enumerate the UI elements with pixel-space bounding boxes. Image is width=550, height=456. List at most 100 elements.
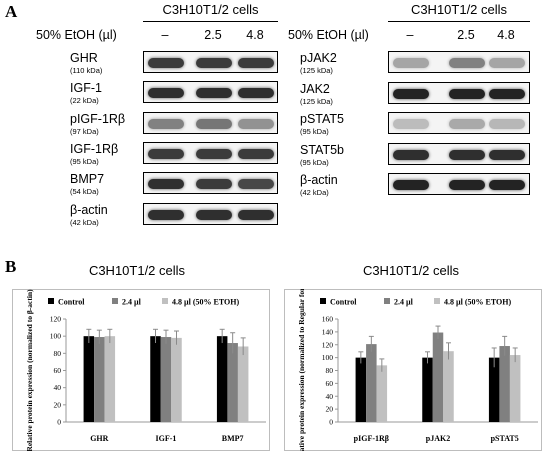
y-tick-label: 60 bbox=[54, 366, 62, 375]
y-tick-label: 40 bbox=[326, 392, 334, 401]
bar bbox=[171, 337, 182, 422]
protein-label: β-actin bbox=[300, 173, 338, 187]
blot-strip bbox=[388, 81, 530, 104]
legend-entry: 4.8 µl (50% ETOH) bbox=[172, 298, 239, 307]
band bbox=[148, 209, 184, 220]
protein-label: pJAK2 bbox=[300, 51, 337, 65]
kda-label: (97 kDa) bbox=[70, 126, 99, 136]
band bbox=[238, 118, 274, 129]
band bbox=[196, 88, 232, 99]
y-tick-label: 0 bbox=[329, 418, 333, 427]
kda-label: (125 kDa) bbox=[300, 66, 333, 75]
x-tick-label: pIGF-1Rβ bbox=[354, 434, 389, 443]
bar bbox=[488, 357, 500, 422]
x-tick-label: IGF-1 bbox=[156, 434, 177, 443]
blot-strip bbox=[388, 173, 530, 195]
y-tick-label: 40 bbox=[54, 383, 62, 392]
band bbox=[393, 149, 429, 160]
y-axis-label: Relative protein expression (normalized … bbox=[297, 289, 306, 451]
band bbox=[238, 58, 274, 68]
blot-strip bbox=[388, 142, 530, 165]
protein-label: IGF-1 bbox=[70, 81, 102, 96]
y-tick-label: 60 bbox=[326, 379, 334, 388]
band bbox=[148, 58, 184, 68]
blot-strip bbox=[143, 202, 278, 225]
kda-label: (95 kDa) bbox=[300, 127, 329, 136]
band bbox=[489, 149, 525, 160]
bar bbox=[499, 346, 510, 422]
kda-label: (42 kDa) bbox=[70, 217, 99, 227]
band bbox=[196, 58, 232, 68]
band bbox=[148, 88, 184, 99]
y-tick-label: 140 bbox=[322, 327, 334, 336]
blot-strip bbox=[143, 172, 278, 195]
band bbox=[449, 58, 485, 68]
bar bbox=[422, 357, 433, 422]
bar bbox=[432, 332, 444, 422]
legend-entry: 4.8 µl (50% ETOH) bbox=[444, 298, 511, 307]
bar bbox=[355, 357, 367, 422]
legend-swatch bbox=[384, 298, 390, 304]
condition-label-0: – bbox=[406, 28, 414, 42]
band bbox=[148, 148, 184, 159]
band bbox=[196, 118, 232, 129]
blot-strip bbox=[143, 141, 278, 164]
blot-strip bbox=[143, 51, 278, 73]
blot-strip bbox=[143, 111, 278, 134]
band bbox=[489, 88, 525, 99]
panel-a-label: A bbox=[5, 2, 18, 21]
legend-entry: 2.4 µl bbox=[122, 298, 142, 307]
kda-label: (54 kDa) bbox=[70, 187, 99, 197]
band bbox=[238, 209, 274, 220]
band bbox=[489, 58, 525, 68]
band bbox=[238, 148, 274, 159]
legend-swatch bbox=[320, 298, 326, 304]
y-tick-label: 120 bbox=[50, 315, 62, 324]
band bbox=[196, 209, 232, 220]
protein-label: pIGF-1Rβ bbox=[70, 111, 126, 126]
band bbox=[148, 179, 184, 190]
treatment-label: 50% EtOH (µl) bbox=[36, 28, 117, 42]
cell-line-underline bbox=[388, 21, 530, 22]
bar-chart-right: Control 2.4 µl 4.8 µl (50% ETOH) 0 20 40 60 80 1… bbox=[284, 289, 542, 451]
legend-entry: Control bbox=[330, 298, 357, 307]
bar bbox=[216, 336, 228, 422]
bar bbox=[366, 344, 377, 422]
x-tick-label: pJAK2 bbox=[426, 434, 450, 443]
legend-entry: Control bbox=[58, 298, 85, 307]
chart-right-title: C3H10T1/2 cells bbox=[362, 263, 460, 278]
legend-entry: 2.4 µl bbox=[394, 298, 414, 307]
protein-label: β-actin bbox=[70, 202, 108, 217]
bar bbox=[160, 337, 172, 422]
condition-label-1: 2.5 bbox=[457, 28, 475, 42]
bar bbox=[509, 355, 521, 422]
bar bbox=[376, 365, 388, 422]
bar bbox=[237, 346, 249, 422]
kda-label: (110 kDa) bbox=[70, 66, 103, 75]
band bbox=[196, 179, 232, 190]
band bbox=[148, 118, 184, 129]
band bbox=[238, 179, 274, 190]
blot-strip bbox=[388, 51, 530, 73]
band bbox=[449, 88, 485, 99]
y-tick-label: 0 bbox=[57, 418, 61, 427]
x-tick-label: GHR bbox=[90, 434, 108, 443]
kda-label: (125 kDa) bbox=[300, 96, 333, 106]
band bbox=[393, 58, 429, 68]
bar bbox=[443, 351, 454, 422]
y-tick-label: 20 bbox=[54, 400, 62, 409]
protein-label: JAK2 bbox=[300, 81, 330, 96]
cell-line-title: C3H10T1/2 cells bbox=[410, 2, 508, 17]
x-tick-label: pSTAT5 bbox=[491, 434, 519, 443]
western-blot-right: C3H10T1/2 cells 50% EtOH (µl) – 2.5 4.8 pJAK2… bbox=[288, 2, 530, 197]
protein-label: GHR bbox=[70, 51, 98, 65]
y-axis-label: Relative protein expression (normalized … bbox=[25, 289, 34, 451]
x-tick-label: BMP7 bbox=[222, 434, 244, 443]
kda-label: (22 kDa) bbox=[70, 96, 99, 106]
protein-label: pSTAT5 bbox=[300, 112, 344, 126]
band bbox=[196, 148, 232, 159]
bar bbox=[150, 336, 161, 422]
western-blot-left: C3H10T1/2 cells 50% EtOH (µl) – 2.5 4.8 GHR (1… bbox=[36, 2, 278, 227]
band bbox=[449, 119, 485, 129]
y-tick-label: 100 bbox=[50, 332, 62, 341]
